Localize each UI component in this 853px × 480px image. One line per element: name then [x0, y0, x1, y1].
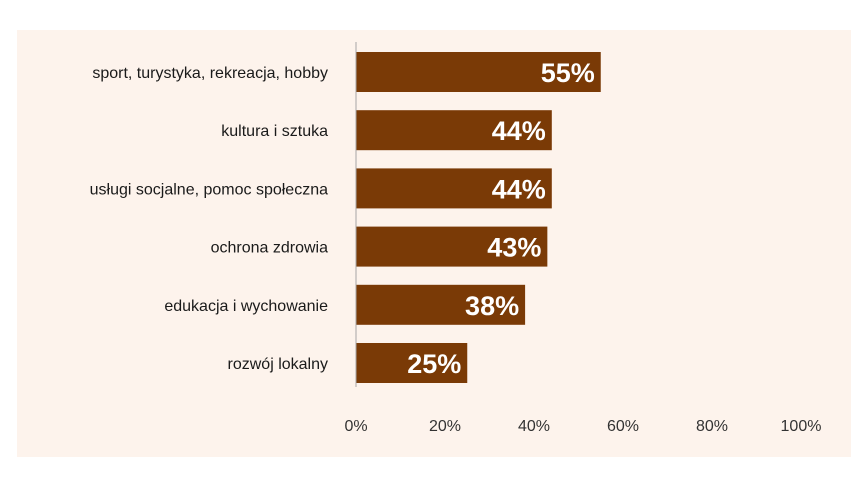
bar [356, 168, 552, 209]
bar-value-label: 25% [407, 349, 461, 379]
bar [356, 284, 526, 325]
category-label: usługi socjalne, pomoc społeczna [90, 181, 328, 198]
category-label: sport, turystyka, rekreacja, hobby [92, 65, 328, 82]
chart-panel: 55% 44% 44% 43% 38% 25% sport, turystyka, rek… [17, 30, 851, 457]
bar [356, 226, 548, 267]
bar-value-label: 38% [465, 291, 519, 321]
category-label: kultura i sztuka [221, 123, 328, 140]
bar [356, 52, 601, 92]
bar [356, 343, 468, 383]
bar-chart: 55% 44% 44% 43% 38%25% sport, turystyka, rek… [90, 42, 821, 435]
category-labels: sport, turystyka, rekreacja, hobby kultur… [90, 65, 328, 373]
category-label: rozwój lokalny [228, 356, 328, 373]
x-tick-label: 0% [344, 418, 367, 435]
category-label: edukacja i wychowanie [164, 298, 328, 315]
x-tick-label: 100% [781, 418, 822, 435]
bar-value-label: 44% [492, 174, 546, 204]
category-label: ochrona zdrowia [211, 240, 329, 257]
bar-value-label: 55% [541, 58, 595, 88]
x-tick-label: 60% [607, 418, 639, 435]
bar [356, 110, 552, 151]
x-tick-label: 20% [429, 418, 461, 435]
x-tick-label: 40% [518, 418, 550, 435]
bar-value-label: 44% [492, 116, 546, 146]
bars-layer: 55% 44% 44% 43% 38%25% [356, 52, 601, 383]
bar-value-label: 43% [487, 233, 541, 263]
x-axis-ticks: 0% 20% 40% 60% 80% 100% [344, 418, 821, 435]
x-tick-label: 80% [696, 418, 728, 435]
